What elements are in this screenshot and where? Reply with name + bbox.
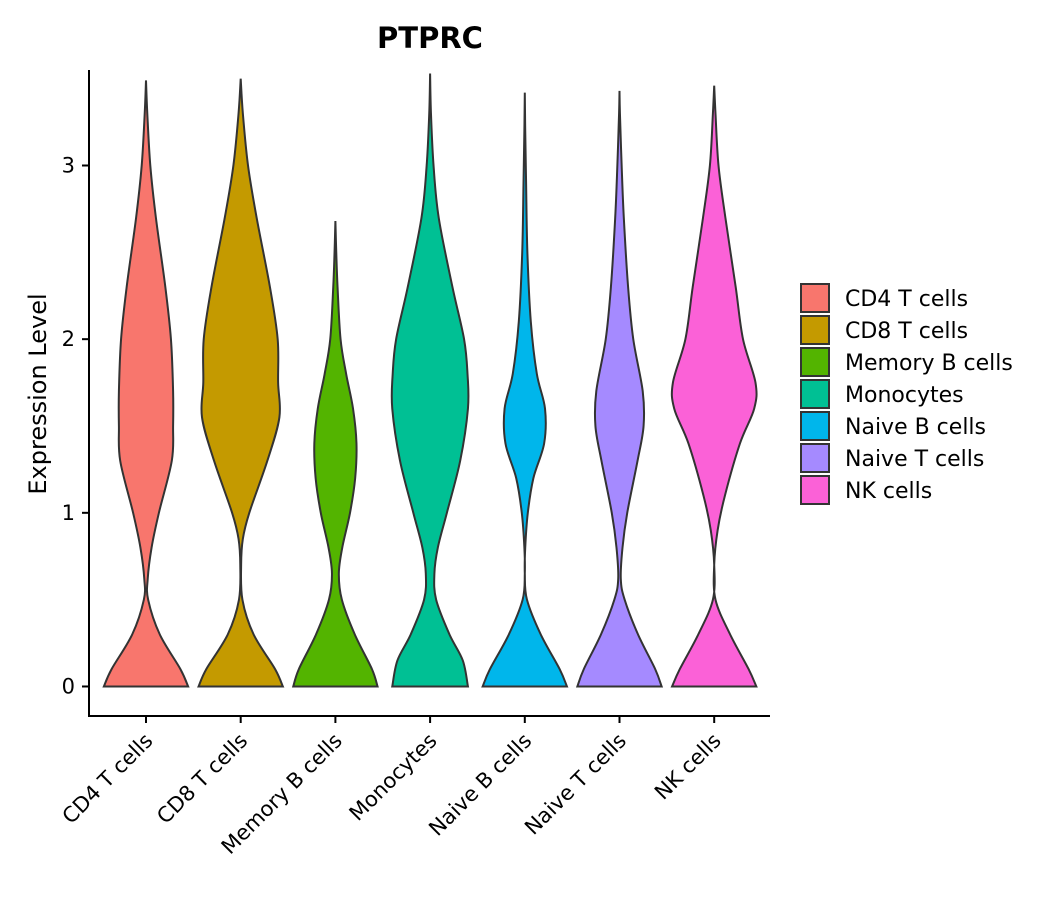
legend-swatch-memory-b-cells	[800, 347, 830, 377]
legend-label-naive-t-cells: Naive T cells	[845, 447, 984, 472]
y-axis-title: Expression Level	[24, 293, 52, 494]
violin-naive-b-cells	[481, 92, 569, 688]
legend-label-naive-b-cells: Naive B cells	[845, 415, 986, 440]
violin-nk-cells	[670, 85, 758, 688]
legend-swatch-naive-t-cells	[800, 443, 830, 473]
x-tick-label: CD8 T cells	[152, 729, 252, 829]
x-tick-label: Naive T cells	[520, 729, 631, 840]
legend-swatch-nk-cells	[800, 475, 830, 505]
chart-title: PTPRC	[377, 21, 483, 55]
x-tick-label: NK cells	[650, 729, 726, 805]
legend-swatch-cd8-t-cells	[800, 315, 830, 345]
violin-memory-b-cells	[291, 221, 379, 688]
y-tick-label: 1	[62, 501, 75, 525]
x-tick-label: CD4 T cells	[58, 729, 158, 829]
y-axis-ticks: 0 1 2 3	[62, 154, 89, 698]
legend-swatch-naive-b-cells	[800, 411, 830, 441]
x-tick-label: Monocytes	[345, 729, 442, 826]
violin-group	[102, 73, 758, 688]
violin-monocytes	[390, 73, 470, 688]
violin-naive-t-cells	[575, 90, 664, 688]
legend-label-monocytes: Monocytes	[845, 383, 964, 408]
legend-swatch-cd4-t-cells	[800, 283, 830, 313]
legend-label-cd4-t-cells: CD4 T cells	[845, 287, 968, 312]
legend-swatch-monocytes	[800, 379, 830, 409]
y-tick-label: 3	[62, 154, 75, 178]
y-tick-label: 2	[62, 327, 75, 351]
legend: CD4 T cells CD8 T cells Memory B cells Mono…	[800, 283, 1013, 505]
y-tick-label: 0	[62, 674, 75, 698]
legend-label-cd8-t-cells: CD8 T cells	[845, 319, 968, 344]
legend-label-memory-b-cells: Memory B cells	[845, 351, 1013, 376]
legend-label-nk-cells: NK cells	[845, 479, 932, 504]
violin-cd8-t-cells	[197, 78, 285, 688]
violin-cd4-t-cells	[102, 80, 190, 688]
